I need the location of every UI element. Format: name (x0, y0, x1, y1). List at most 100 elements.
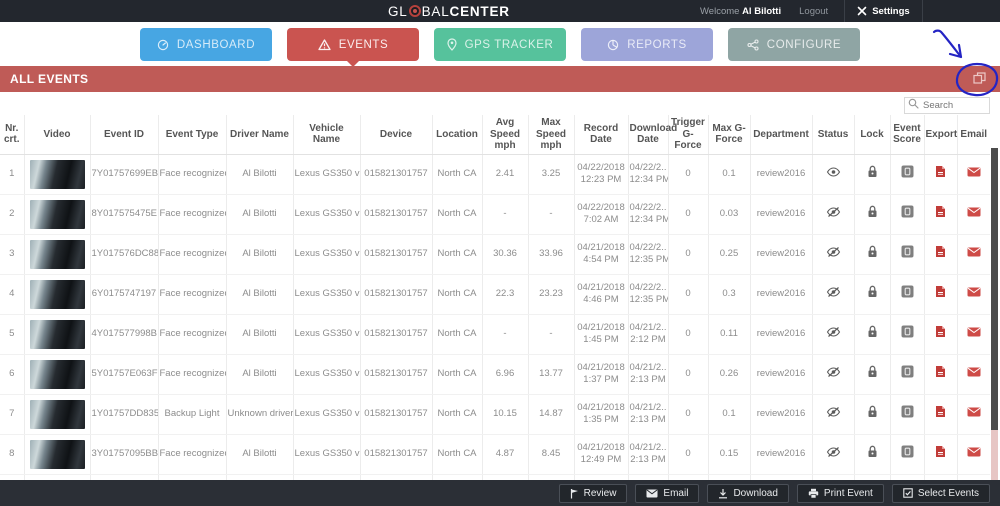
status-eye-icon[interactable] (826, 206, 841, 218)
column-header[interactable]: Device (359, 115, 432, 155)
column-header[interactable]: Max Speed mph (527, 115, 574, 155)
lock-icon[interactable] (867, 205, 878, 218)
email-icon[interactable] (967, 207, 981, 217)
event-score-icon[interactable] (901, 205, 914, 218)
video-thumbnail[interactable] (29, 199, 85, 229)
video-thumbnail[interactable] (29, 239, 85, 269)
video-thumbnail[interactable] (29, 359, 85, 389)
trigger-gforce: 0 (667, 274, 708, 315)
table-row[interactable]: 3 1Y017576DC88 Face recognized Al Bilott… (0, 234, 990, 275)
column-header[interactable]: Lock (853, 115, 890, 155)
select-events-button[interactable]: Select Events (891, 483, 990, 503)
video-thumbnail[interactable] (29, 319, 85, 349)
column-header[interactable]: Status (811, 115, 854, 155)
export-pdf-icon[interactable] (935, 325, 946, 338)
status-eye-icon[interactable] (826, 326, 841, 338)
status-eye-icon[interactable] (826, 366, 841, 378)
video-thumbnail[interactable] (29, 399, 85, 429)
download-button[interactable]: Download (707, 483, 789, 503)
email-icon[interactable] (967, 287, 981, 297)
logout-link[interactable]: Logout (799, 5, 829, 17)
lock-icon[interactable] (867, 405, 878, 418)
column-header[interactable]: Download Date (627, 115, 677, 155)
column-header[interactable]: Location (431, 115, 482, 155)
email-icon[interactable] (967, 167, 981, 177)
event-score-icon[interactable] (901, 445, 914, 458)
settings-button[interactable]: Settings (844, 0, 923, 22)
table-row[interactable]: 6 5Y01757E063F Face recognized Al Bilott… (0, 354, 990, 395)
review-button[interactable]: Review (558, 483, 628, 503)
column-header[interactable]: Record Date (573, 115, 628, 155)
lock-icon[interactable] (867, 285, 878, 298)
export-pdf-icon[interactable] (935, 405, 946, 418)
status-eye-icon[interactable] (826, 246, 841, 258)
email-icon[interactable] (967, 407, 981, 417)
column-header[interactable]: Event ID (89, 115, 158, 155)
column-header[interactable]: Max G-Force (707, 115, 750, 155)
email-icon[interactable] (967, 367, 981, 377)
search-input[interactable] (904, 97, 990, 114)
event-score-icon[interactable] (901, 245, 914, 258)
lock-icon[interactable] (867, 165, 878, 178)
print-event-button[interactable]: Print Event (796, 483, 884, 503)
export-pdf-icon[interactable] (935, 165, 946, 178)
table-row[interactable]: 8 3Y01757095BB Face recognized Al Bilott… (0, 434, 990, 475)
video-thumbnail[interactable] (29, 159, 85, 189)
copy-export-icon[interactable] (973, 72, 986, 85)
lock-icon[interactable] (867, 325, 878, 338)
column-header[interactable]: Event Type (157, 115, 226, 155)
status-eye-icon[interactable] (826, 286, 841, 298)
video-thumbnail[interactable] (29, 279, 85, 309)
email-button[interactable]: Email (635, 483, 700, 503)
event-score-icon[interactable] (901, 285, 914, 298)
export-pdf-icon[interactable] (935, 445, 946, 458)
vertical-scrollbar-track[interactable] (991, 148, 998, 480)
tab-events[interactable]: EVENTS (287, 28, 419, 67)
export-pdf-icon[interactable] (935, 245, 946, 258)
tab-reports[interactable]: REPORTS (581, 28, 713, 61)
table-row[interactable]: 5 4Y017577998B Face recognized Al Bilott… (0, 314, 990, 355)
tab-dashboard[interactable]: DASHBOARD (140, 28, 272, 61)
column-header[interactable]: Department (749, 115, 812, 155)
tab-gps-tracker[interactable]: GPS TRACKER (434, 28, 566, 61)
column-header[interactable]: Driver Name (225, 115, 293, 155)
email-icon[interactable] (967, 447, 981, 457)
column-header[interactable]: Trigger G-Force (667, 115, 708, 155)
lock-icon[interactable] (867, 445, 878, 458)
table-row[interactable]: 1 7Y01757699EB Face recognized Al Bilott… (0, 154, 990, 195)
column-header[interactable]: Avg Speed mph (481, 115, 528, 155)
driver-name: Al Bilotti (225, 154, 293, 195)
column-header[interactable]: Event Score (889, 115, 924, 155)
video-thumbnail[interactable] (29, 439, 85, 469)
column-header[interactable]: Video (23, 115, 90, 155)
export-pdf-icon[interactable] (935, 285, 946, 298)
status-eye-icon[interactable] (826, 166, 841, 178)
column-header[interactable]: Email (956, 115, 990, 155)
email-icon[interactable] (967, 247, 981, 257)
event-type: Face recognized (157, 274, 226, 315)
lock-icon[interactable] (867, 365, 878, 378)
export-pdf-icon[interactable] (935, 365, 946, 378)
event-score-icon[interactable] (901, 325, 914, 338)
column-header[interactable]: Vehicle Name (292, 115, 360, 155)
event-type: Face recognized (157, 234, 226, 275)
table-row[interactable]: 2 8Y017575475E Face recognized Al Bilott… (0, 194, 990, 235)
table-row[interactable]: 7 1Y01757DD835 Backup Light Unknown driv… (0, 394, 990, 435)
tab-configure[interactable]: CONFIGURE (728, 28, 860, 61)
vertical-scrollbar-thumb[interactable] (991, 148, 998, 430)
event-score-icon[interactable] (901, 165, 914, 178)
event-id: 5Y01757E063F (89, 354, 158, 395)
lock-icon[interactable] (867, 245, 878, 258)
status-eye-icon[interactable] (826, 446, 841, 458)
event-score-icon[interactable] (901, 365, 914, 378)
event-type: Face recognized (157, 194, 226, 235)
department: review2016 (749, 314, 812, 355)
column-header[interactable]: Nr. crt. (0, 115, 24, 155)
max-gforce: 0.26 (707, 354, 750, 395)
table-row[interactable]: 4 6Y0175747197 Face recognized Al Bilott… (0, 274, 990, 315)
email-icon[interactable] (967, 327, 981, 337)
status-eye-icon[interactable] (826, 406, 841, 418)
column-header[interactable]: Export (923, 115, 957, 155)
event-score-icon[interactable] (901, 405, 914, 418)
export-pdf-icon[interactable] (935, 205, 946, 218)
